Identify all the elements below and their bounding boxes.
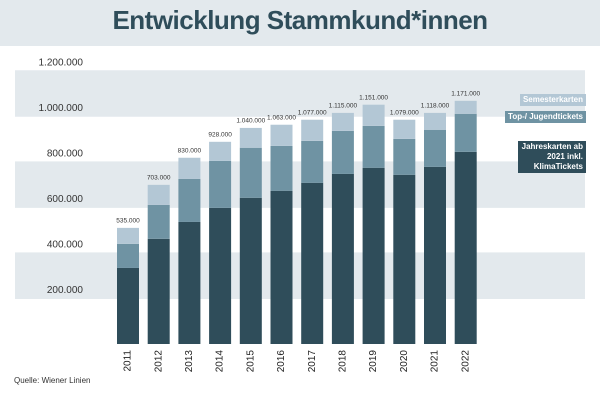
x-tick-label: 2020 [399, 350, 410, 373]
x-tick-label: 2017 [307, 350, 318, 373]
bar-segment [393, 119, 416, 139]
bar-segment [362, 125, 385, 168]
total-label: 830.000 [178, 147, 202, 154]
y-tick-label: 1.200.000 [39, 57, 84, 68]
bar-segment [331, 112, 354, 131]
y-tick-label: 200.000 [47, 285, 84, 296]
bar-segment [301, 182, 324, 344]
bar-segment [454, 100, 477, 114]
bar-segment [178, 178, 201, 222]
grid-band [15, 252, 585, 299]
bar-segment [331, 173, 354, 344]
bar-segment [178, 221, 201, 344]
bar-segment [209, 160, 232, 208]
x-tick-label: 2021 [430, 350, 441, 373]
total-label: 1.151.000 [359, 94, 388, 101]
bar-segment [393, 174, 416, 344]
bar-segment [454, 151, 477, 344]
x-tick-label: 2013 [184, 350, 195, 373]
chart-title: Entwicklung Stammkund*innen [112, 5, 487, 35]
bar-segment [362, 104, 385, 126]
bar-segment [117, 243, 139, 268]
grid-band [15, 161, 585, 208]
x-tick-label: 2015 [245, 350, 256, 373]
y-tick-label: 800.000 [47, 148, 84, 159]
bar-segment [393, 138, 416, 175]
total-label: 1.063.000 [267, 114, 296, 121]
total-label: 1.171.000 [451, 91, 480, 98]
bar-segment [209, 141, 232, 161]
total-label: 703.000 [147, 175, 171, 182]
x-tick-label: 2022 [460, 350, 471, 373]
bar-segment [331, 130, 354, 174]
bar-segment [239, 127, 262, 148]
bands [15, 70, 585, 299]
total-label: 1.079.000 [390, 109, 419, 116]
total-label: 928.000 [208, 132, 232, 139]
bar-segment [424, 112, 446, 130]
bar-segment [117, 267, 139, 344]
title-band [0, 0, 600, 46]
x-tick-label: 2019 [368, 350, 379, 373]
bar-segment [454, 113, 477, 152]
bar-segment [301, 140, 324, 183]
bar-segment [270, 145, 293, 191]
bar-segment [117, 227, 139, 244]
x-tick-label: 2011 [123, 350, 134, 372]
bar-segment [147, 238, 170, 344]
bar-segment [178, 157, 201, 179]
bar-segment [239, 197, 262, 344]
x-tick-label: 2012 [153, 350, 164, 373]
bar-segment [270, 190, 293, 344]
bar-segment [301, 119, 324, 141]
bar-segment [239, 147, 262, 198]
bar-segment [270, 124, 293, 146]
bar-segment [424, 166, 446, 344]
legend-entry: Jahreskarten ab 2021 inkl. KlimaTickets [518, 141, 586, 173]
total-label: 1.040.000 [236, 118, 265, 125]
y-tick-label: 400.000 [47, 240, 84, 251]
x-tick-label: 2014 [215, 350, 226, 373]
y-tick-label: 1.000.000 [39, 103, 84, 114]
legend-entry: Semesterkarten [519, 94, 586, 106]
bar-segment [209, 207, 232, 344]
grid-band [15, 70, 585, 117]
bar-segment [147, 204, 170, 239]
legend-entry: Top-/ Jugendtickets [505, 111, 586, 123]
bar-segment [147, 184, 170, 205]
source: Quelle: Wiener Linien [14, 376, 90, 385]
total-label: 535.000 [116, 218, 140, 225]
total-label: 1.115.000 [329, 103, 358, 110]
total-label: 1.118.000 [421, 103, 450, 110]
bar-segment [424, 129, 446, 167]
x-tick-label: 2018 [338, 350, 349, 373]
bar-segment [362, 167, 385, 344]
total-label: 1.077.000 [298, 109, 327, 116]
x-tick-label: 2016 [276, 350, 287, 373]
y-tick-label: 600.000 [47, 194, 84, 205]
